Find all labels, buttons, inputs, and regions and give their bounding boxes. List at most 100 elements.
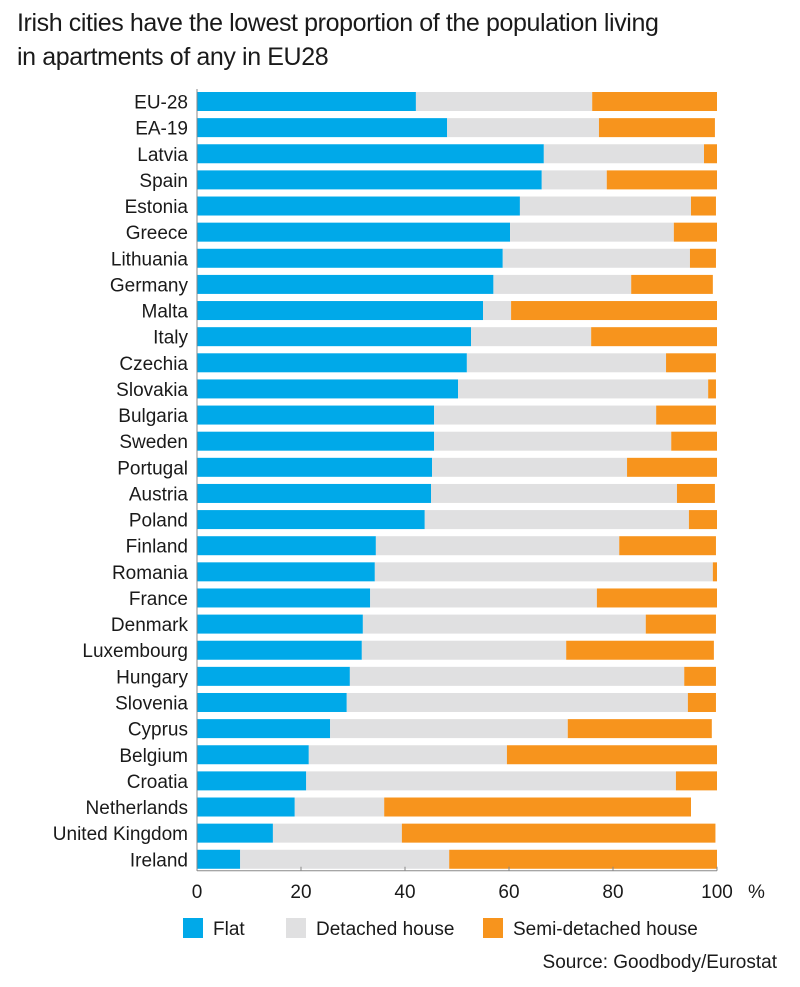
- category-label: Germany: [110, 275, 189, 296]
- bar-semi-detached-house: [688, 510, 717, 530]
- bar-row-czechia: [197, 353, 716, 373]
- legend-item-semi-detached-house: Semi-detached house: [483, 918, 698, 940]
- bar-row-croatia: [197, 771, 717, 791]
- bar-flat: [197, 457, 433, 477]
- bar-semi-detached-house: [384, 797, 691, 817]
- category-labels: EU-28 EA-19 Latvia Spain Estonia Greece Lithua…: [53, 93, 189, 872]
- category-label: Belgium: [119, 746, 188, 767]
- bar-row-netherlands: [197, 797, 691, 817]
- bar-semi-detached-house: [671, 431, 717, 451]
- bar-semi-detached-house: [704, 144, 717, 164]
- bar-flat: [197, 849, 241, 869]
- category-label: Slovakia: [116, 380, 188, 401]
- chart-title: Irish cities have the lowest proportion …: [17, 6, 787, 74]
- bar-flat: [197, 510, 425, 530]
- category-label: Romania: [112, 563, 188, 584]
- x-tick-label: 80: [602, 882, 623, 903]
- bar-detached-house: [361, 640, 567, 660]
- bar-row-greece: [197, 222, 717, 242]
- x-tick-label: 40: [394, 882, 415, 903]
- bar-flat: [197, 405, 435, 425]
- bar-semi-detached-house: [691, 196, 716, 216]
- category-label: Luxembourg: [82, 641, 188, 662]
- x-tick-label: 20: [290, 882, 311, 903]
- bar-semi-detached-house: [627, 457, 717, 477]
- x-tick-label: 60: [498, 882, 519, 903]
- bar-detached-house: [543, 144, 704, 164]
- source-note: Source: Goodbody/Eurostat: [543, 952, 778, 973]
- bar-row-slovenia: [197, 692, 716, 712]
- legend-label: Flat: [213, 919, 245, 940]
- legend: Flat Detached house Semi-detached house: [183, 918, 698, 940]
- bar-semi-detached-house: [687, 692, 716, 712]
- bar-semi-detached-house: [631, 274, 713, 294]
- x-axis-ticks: 0 20 40 60 80 100: [192, 866, 733, 903]
- bar-row-ireland: [197, 849, 717, 869]
- bar-semi-detached-house: [708, 379, 716, 399]
- category-label: EU-28: [134, 93, 188, 114]
- bar-row-portugal: [197, 457, 717, 477]
- category-label: Netherlands: [86, 798, 188, 819]
- category-label: Bulgaria: [118, 406, 188, 427]
- legend-swatch: [286, 918, 306, 938]
- bar-detached-house: [493, 274, 632, 294]
- legend-item-flat: Flat: [183, 918, 245, 940]
- bar-row-luxembourg: [197, 640, 714, 660]
- bar-row-denmark: [197, 614, 716, 634]
- bar-semi-detached-house: [684, 666, 716, 686]
- bar-row-eu-28: [197, 92, 717, 111]
- bar-flat: [197, 92, 416, 111]
- category-label: Finland: [126, 537, 188, 558]
- bar-semi-detached-house: [596, 588, 717, 608]
- category-label: Malta: [142, 302, 189, 323]
- bar-semi-detached-house: [619, 536, 716, 556]
- legend-swatch: [183, 918, 203, 938]
- bar-row-austria: [197, 483, 715, 503]
- bar-flat: [197, 431, 435, 451]
- category-label: Austria: [129, 484, 189, 505]
- bar-flat: [197, 771, 307, 791]
- bar-detached-house: [415, 92, 593, 111]
- bar-semi-detached-house: [689, 248, 716, 268]
- bar-detached-house: [272, 823, 402, 843]
- bar-row-latvia: [197, 144, 717, 164]
- bar-row-united-kingdom: [197, 823, 716, 843]
- chart-title-line-2: in apartments of any in EU28: [17, 43, 329, 71]
- bar-semi-detached-house: [449, 849, 717, 869]
- category-label: Estonia: [125, 197, 189, 218]
- bar-semi-detached-house: [606, 170, 717, 190]
- bar-semi-detached-house: [592, 92, 717, 111]
- bar-row-romania: [197, 562, 717, 582]
- bar-row-finland: [197, 536, 716, 556]
- category-label: United Kingdom: [53, 824, 188, 845]
- category-label: Ireland: [130, 850, 188, 871]
- category-label: Cyprus: [128, 720, 188, 741]
- bar-semi-detached-house: [567, 719, 712, 739]
- bar-semi-detached-house: [511, 301, 717, 321]
- bar-flat: [197, 327, 472, 347]
- bar-flat: [197, 301, 483, 321]
- category-label: Latvia: [137, 145, 188, 166]
- bar-detached-house: [434, 405, 657, 425]
- bar-semi-detached-house: [401, 823, 716, 843]
- category-label: Lithuania: [111, 249, 189, 270]
- bar-detached-house: [349, 666, 685, 686]
- bar-flat: [197, 745, 309, 765]
- bar-row-spain: [197, 170, 717, 190]
- bar-detached-house: [294, 797, 385, 817]
- category-label: Sweden: [119, 432, 188, 453]
- legend-label: Detached house: [316, 919, 454, 940]
- bar-flat: [197, 379, 459, 399]
- bar-flat: [197, 196, 520, 216]
- legend-label: Semi-detached house: [513, 919, 698, 940]
- bar-row-cyprus: [197, 719, 712, 739]
- bar-semi-detached-house: [673, 222, 717, 242]
- bar-detached-house: [362, 614, 646, 634]
- bars-group: [197, 92, 717, 869]
- legend-swatch: [483, 918, 503, 938]
- bar-detached-house: [447, 118, 599, 138]
- bar-row-sweden: [197, 431, 717, 451]
- bar-detached-house: [510, 222, 674, 242]
- bar-detached-house: [330, 719, 568, 739]
- bar-detached-house: [346, 692, 688, 712]
